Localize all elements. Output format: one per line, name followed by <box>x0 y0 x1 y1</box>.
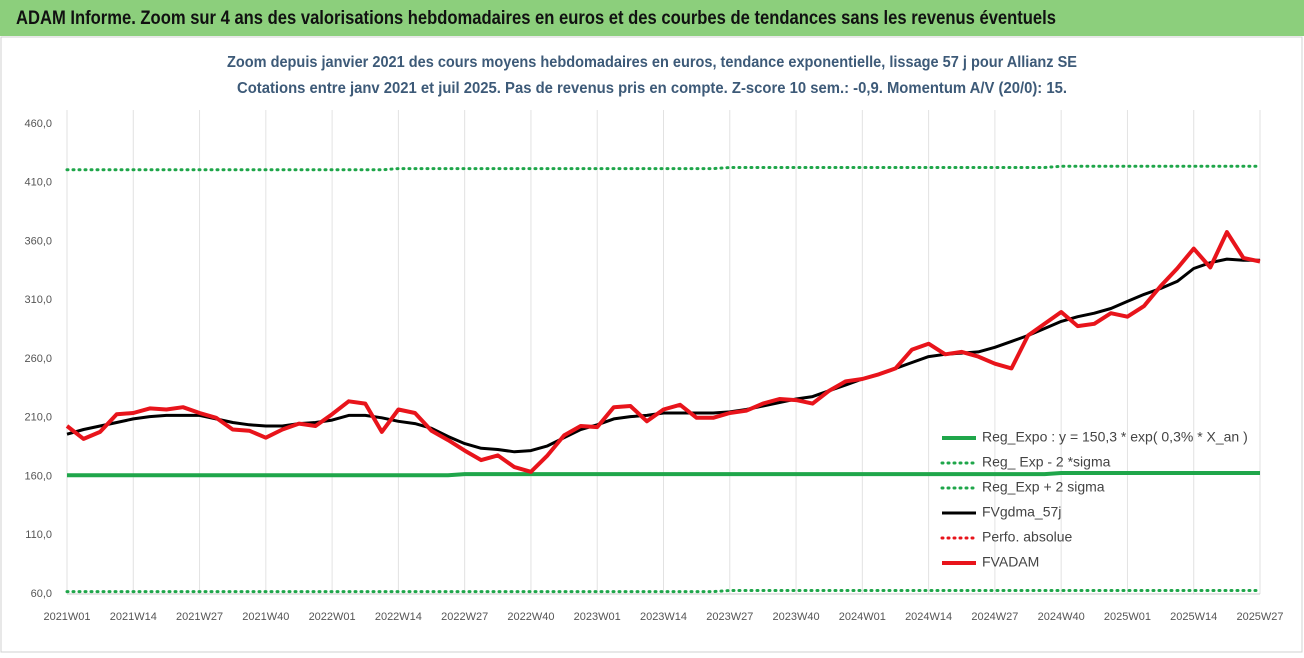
x-tick-label: 2024W14 <box>905 611 952 623</box>
y-tick-label: 360,0 <box>24 235 52 247</box>
chart-subtitle: Cotations entre janv 2021 et juil 2025. … <box>237 80 1067 97</box>
y-tick-label: 210,0 <box>24 412 52 424</box>
x-tick-label: 2022W27 <box>441 611 488 623</box>
chart-frame <box>0 36 1303 653</box>
legend-label: FVgdma_57j <box>982 504 1061 520</box>
x-tick-label: 2025W14 <box>1170 611 1217 623</box>
y-tick-label: 310,0 <box>24 294 52 306</box>
series-line <box>66 257 1260 454</box>
x-tick-label: 2022W01 <box>309 611 356 623</box>
x-tick-label: 2024W01 <box>839 611 886 623</box>
x-tick-label: 2024W40 <box>1038 611 1085 623</box>
chart-title: ADAM Informe. Zoom sur 4 ans des valoris… <box>16 8 1056 29</box>
y-tick-label: 410,0 <box>24 177 52 189</box>
legend-label: Reg_Expo : y = 150,3 * exp( 0,3% * X_an … <box>982 429 1248 445</box>
legend-label: Reg_Exp + 2 sigma <box>982 479 1105 495</box>
y-tick-label: 160,0 <box>24 470 52 482</box>
y-tick-label: 60,0 <box>31 588 52 600</box>
x-tick-label: 2021W27 <box>176 611 223 623</box>
series-line <box>65 589 1262 594</box>
x-tick-label: 2023W27 <box>706 611 753 623</box>
y-tick-label: 460,0 <box>24 118 52 130</box>
x-tick-label: 2022W14 <box>375 611 422 623</box>
x-tick-label: 2023W01 <box>574 611 621 623</box>
x-tick-label: 2025W27 <box>1236 611 1283 623</box>
series-line <box>65 164 1262 172</box>
x-tick-label: 2021W01 <box>43 611 90 623</box>
x-tick-label: 2025W01 <box>1104 611 1151 623</box>
title-bar <box>0 0 1304 36</box>
series-line <box>67 471 1260 478</box>
x-tick-label: 2024W27 <box>971 611 1018 623</box>
x-tick-label: 2023W40 <box>773 611 820 623</box>
series-line <box>65 230 1261 474</box>
legend-label: Perfo. absolue <box>982 529 1072 545</box>
y-tick-label: 260,0 <box>24 353 52 365</box>
x-tick-label: 2021W14 <box>110 611 157 623</box>
x-tick-label: 2022W40 <box>507 611 554 623</box>
x-tick-label: 2021W40 <box>242 611 289 623</box>
chart-subtitle: Zoom depuis janvier 2021 des cours moyen… <box>227 54 1077 71</box>
x-tick-label: 2023W14 <box>640 611 687 623</box>
y-tick-label: 110,0 <box>25 529 52 541</box>
legend-label: FVADAM <box>982 554 1039 570</box>
legend-label: Reg_ Exp - 2 *sigma <box>982 454 1111 470</box>
